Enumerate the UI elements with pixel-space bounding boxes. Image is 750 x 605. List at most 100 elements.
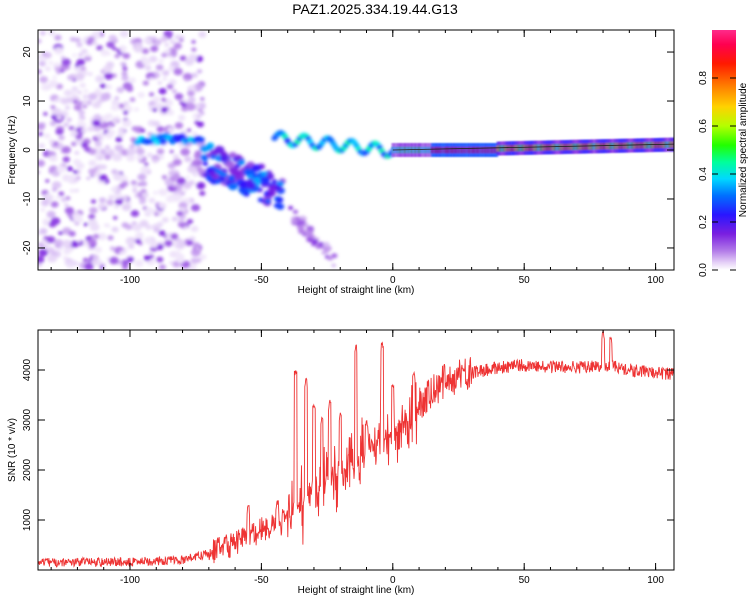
heatmap-cell <box>82 99 88 105</box>
heatmap-cell <box>81 142 89 148</box>
heatmap-cell <box>78 117 83 122</box>
heatmap-cell <box>172 158 182 166</box>
heatmap-cell <box>54 34 62 41</box>
heatmap-cell <box>178 241 186 248</box>
heatmap-cell <box>88 159 97 167</box>
heatmap-cell <box>98 197 106 203</box>
heatmap-cell <box>89 207 98 214</box>
heatmap-cell <box>73 158 81 166</box>
heatmap-cell <box>88 213 96 220</box>
heatmap-cell <box>46 210 56 219</box>
heatmap-cell <box>142 80 149 86</box>
colorbar-tick-label: 0.4 <box>698 167 709 181</box>
heatmap-cell <box>69 240 79 248</box>
heatmap-cell <box>74 37 81 43</box>
heatmap-cell <box>110 186 118 193</box>
snr-frame <box>37 329 675 571</box>
heatmap-cell <box>178 142 184 148</box>
heatmap-cell <box>50 217 61 225</box>
heatmap-cell <box>145 224 153 230</box>
heatmap-cell <box>164 48 171 55</box>
heatmap-cell <box>93 114 102 121</box>
heatmap-cell <box>167 47 178 56</box>
heatmap-cell <box>99 265 104 270</box>
heatmap-cell <box>73 104 82 111</box>
heatmap-cell <box>82 94 88 99</box>
heatmap-cell <box>105 223 111 228</box>
heatmap-cell <box>140 166 151 175</box>
heatmap-cell <box>186 102 196 111</box>
heatmap-cell <box>110 104 120 112</box>
heatmap-cell <box>162 77 168 81</box>
heatmap-cell <box>68 230 76 237</box>
heatmap-cell <box>81 128 88 133</box>
heatmap-cell <box>169 261 174 265</box>
heatmap-cell <box>104 84 112 90</box>
y-tick-label: -10 <box>22 191 33 206</box>
heatmap-cell <box>66 246 74 253</box>
colorbar <box>712 30 736 270</box>
heatmap-cell <box>105 145 110 150</box>
heatmap-cell <box>82 104 88 109</box>
heatmap-cell <box>48 60 54 65</box>
heatmap-cell <box>133 107 139 112</box>
heatmap-cell <box>196 136 205 144</box>
y-tick-label: 3000 <box>22 408 33 431</box>
heatmap-cell <box>192 242 200 248</box>
heatmap-cell <box>60 98 69 105</box>
heatmap-cell <box>38 255 45 264</box>
y-tick-label: 1000 <box>22 508 33 531</box>
heatmap-cell <box>58 134 65 141</box>
heatmap-cell <box>113 192 123 200</box>
heatmap-cell <box>158 264 166 270</box>
x-tick-label: 0 <box>390 575 396 586</box>
heatmap-cell <box>149 134 158 141</box>
heatmap-cell <box>152 157 159 163</box>
heatmap-cell <box>105 113 113 120</box>
heatmap-cell <box>53 98 59 103</box>
heatmap-cell <box>54 47 64 55</box>
heatmap-cell <box>38 38 42 44</box>
heatmap-cell <box>77 90 82 95</box>
heatmap-cell <box>78 53 83 57</box>
heatmap-cell <box>141 48 150 55</box>
heatmap-cell <box>323 248 330 254</box>
heatmap-cell <box>156 126 165 133</box>
heatmap-cell <box>51 187 58 192</box>
heatmap-cell <box>39 76 48 84</box>
heatmap-cell <box>40 207 46 212</box>
heatmap-cell <box>202 161 209 166</box>
heatmap-cell <box>80 65 87 71</box>
heatmap-cell <box>206 142 215 149</box>
heatmap-cell <box>144 162 149 167</box>
heatmap-cell <box>74 188 79 193</box>
heatmap-cell <box>95 164 104 170</box>
heatmap-cell <box>104 72 114 80</box>
x-tick-label: 100 <box>647 575 664 586</box>
heatmap-cell <box>87 238 97 246</box>
heatmap-cell <box>173 67 183 76</box>
heatmap-cell <box>118 127 126 133</box>
heatmap-cell <box>64 258 74 267</box>
heatmap-cell <box>63 89 72 97</box>
heatmap-cell <box>98 174 108 182</box>
heatmap-cell <box>55 195 61 200</box>
heatmap-cell <box>137 182 142 187</box>
snr-y-label: SNR (10 * v/v) <box>7 418 18 482</box>
heatmap-cell <box>67 74 75 81</box>
heatmap-cell <box>95 75 105 83</box>
heatmap-cell <box>156 256 164 263</box>
heatmap-cell <box>49 236 56 242</box>
heatmap-cell <box>87 93 98 101</box>
heatmap-cell <box>85 53 91 58</box>
heatmap-cell <box>97 232 107 241</box>
heatmap-cell <box>154 212 159 216</box>
heatmap-cell <box>187 165 198 174</box>
heatmap-cell <box>119 47 126 53</box>
heatmap-cell <box>96 45 103 51</box>
heatmap-cell <box>195 166 203 173</box>
heatmap-cell <box>243 168 253 176</box>
heatmap-cell <box>158 202 167 210</box>
heatmap-cell <box>92 233 100 239</box>
heatmap-cell <box>149 55 158 63</box>
